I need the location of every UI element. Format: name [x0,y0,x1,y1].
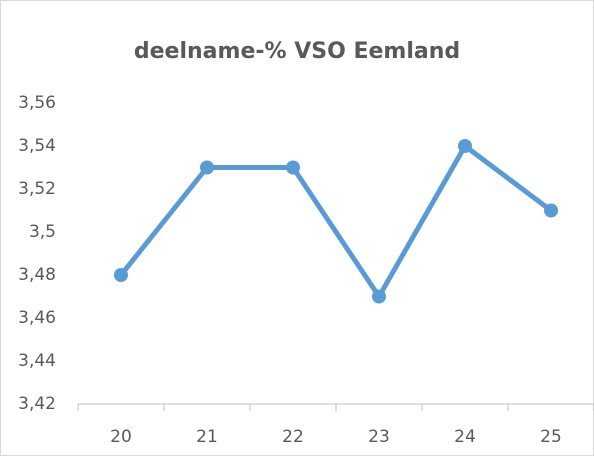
y-tick-label: 3,54 [18,136,56,156]
y-tick-label: 3,46 [18,308,56,328]
y-tick-label: 3,5 [29,222,56,242]
y-tick-label: 3,44 [18,351,56,371]
chart-title: deelname-% VSO Eemland [134,39,460,64]
marker [286,160,300,175]
y-tick-label: 3,52 [18,179,56,199]
y-tick-label: 3,48 [18,265,56,285]
x-tick-label: 21 [196,427,218,447]
y-tick-label: 3,56 [18,93,56,113]
line [118,143,554,299]
marker [372,289,386,304]
x-tick-label: 20 [110,427,132,447]
x-tick-label: 25 [540,427,562,447]
marker [458,139,472,153]
marker [114,268,128,282]
x-tick-label: 22 [282,427,304,447]
marker [544,203,558,218]
x-tick-label: 24 [454,427,476,447]
x-tick-label: 23 [368,427,390,447]
marker [200,160,214,175]
y-tick-label: 3,42 [18,394,56,414]
